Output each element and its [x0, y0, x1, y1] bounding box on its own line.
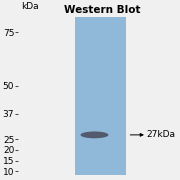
Ellipse shape — [80, 131, 108, 138]
Text: 27kDa: 27kDa — [147, 130, 176, 139]
Text: Western Blot: Western Blot — [64, 5, 141, 15]
Text: kDa: kDa — [22, 2, 39, 11]
Bar — [75, 17, 126, 176]
